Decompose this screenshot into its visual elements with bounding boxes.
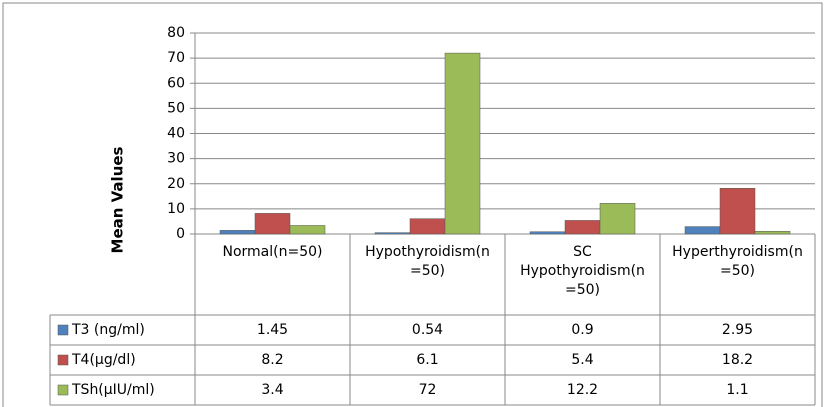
table-value: 0.9 xyxy=(571,322,593,338)
bar xyxy=(219,230,256,235)
table-value: 72 xyxy=(419,382,437,398)
x-tick-label: Hypothyroidism(n=50) xyxy=(365,244,490,279)
table-value: 8.2 xyxy=(261,352,283,368)
bar xyxy=(754,230,791,235)
table-value: 3.4 xyxy=(261,382,283,398)
table-value: 18.2 xyxy=(722,352,753,368)
bar xyxy=(254,213,291,235)
table-value: 1.1 xyxy=(726,382,748,398)
table-value: 6.1 xyxy=(416,352,438,368)
bar xyxy=(564,220,601,235)
y-tick-label: 0 xyxy=(176,226,185,242)
legend-label: T4(µg/dl) xyxy=(71,352,136,368)
bar xyxy=(289,225,326,235)
legend-label: TSh(µIU/ml) xyxy=(71,382,155,398)
table-value: 0.54 xyxy=(412,322,443,338)
y-tick-label: 80 xyxy=(167,25,185,41)
y-axis-label: Mean Values xyxy=(109,146,127,253)
legend-key xyxy=(57,384,69,396)
y-tick-label: 60 xyxy=(167,75,185,91)
bar xyxy=(444,52,481,235)
bar xyxy=(374,232,411,235)
bar xyxy=(684,226,721,235)
legend-key xyxy=(57,324,69,336)
y-tick-label: 20 xyxy=(167,176,185,192)
bar xyxy=(719,188,756,235)
table-value: 12.2 xyxy=(567,382,598,398)
y-tick-label: 30 xyxy=(167,151,185,167)
table-value: 1.45 xyxy=(257,322,288,338)
x-tick-label: SC Hypothyroidism(n=50) xyxy=(520,244,645,298)
y-tick-label: 70 xyxy=(167,50,185,66)
table-value: 2.95 xyxy=(722,322,753,338)
x-tick-label: Hyperthyroidism(n=50) xyxy=(672,244,803,279)
legend-key xyxy=(57,354,69,366)
x-tick-label: Normal(n=50) xyxy=(222,244,323,260)
bar xyxy=(599,203,636,235)
y-tick-label: 50 xyxy=(167,100,185,116)
bar xyxy=(409,218,446,235)
y-tick-label: 40 xyxy=(167,126,185,142)
bar xyxy=(529,231,566,235)
legend-label: T3 (ng/ml) xyxy=(71,322,145,338)
table-value: 5.4 xyxy=(571,352,593,368)
y-tick-label: 10 xyxy=(167,201,185,217)
